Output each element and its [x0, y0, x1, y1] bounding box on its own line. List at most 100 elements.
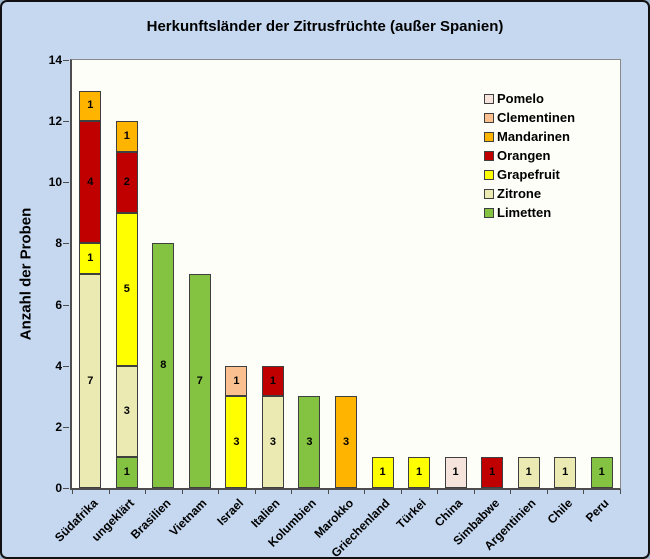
segment-value-label: 3 [342, 435, 350, 448]
legend-item-pomelo: Pomelo [484, 89, 575, 108]
x-tick-mark [181, 489, 183, 494]
bar-segment-ungeklärt-mandarinen: 1 [115, 121, 138, 152]
legend-label: Pomelo [497, 91, 544, 106]
chart-title: Herkunftsländer der Zitrusfrüchte (außer… [146, 18, 504, 35]
bar-segment-israel-grapefruit: 3 [225, 396, 248, 488]
y-tick-mark [63, 121, 69, 123]
legend-label: Limetten [497, 205, 552, 220]
y-tick-label: 8 [55, 236, 62, 251]
x-tick-mark [473, 489, 475, 494]
bar-segment-ungeklärt-grapefruit: 5 [115, 212, 138, 366]
segment-value-label: 1 [123, 129, 130, 142]
x-tick-mark [327, 489, 329, 494]
category-label-türkei: Türkei [393, 496, 429, 532]
y-tick-label: 6 [55, 297, 62, 312]
segment-value-label: 1 [379, 466, 386, 479]
segment-value-label: 1 [233, 374, 240, 387]
x-tick-mark [291, 489, 293, 494]
bar-segment-türkei-grapefruit: 1 [408, 457, 431, 488]
bar-segment-italien-zitrone: 3 [261, 396, 284, 488]
bar-segment-südafrika-mandarinen: 1 [79, 90, 102, 122]
segment-value-label: 1 [452, 466, 459, 479]
category-label-china: China [432, 496, 466, 530]
x-tick-mark [510, 489, 512, 494]
segment-value-label: 1 [87, 252, 94, 265]
y-tick-mark [63, 60, 69, 61]
category-label-vietnam: Vietnam [167, 496, 210, 539]
bar-segment-südafrika-zitrone: 7 [79, 274, 102, 488]
y-tick-label: 2 [55, 419, 62, 434]
legend-swatch-icon [484, 131, 494, 142]
segment-value-label: 1 [525, 466, 532, 479]
segment-value-label: 3 [269, 435, 276, 448]
y-tick-label: 4 [55, 358, 62, 373]
plot-area: 7 1 4 1 1 3 5 2 1 8 7 3 1 3 1 3 3 1 1 1 1 1 1 1 [70, 59, 621, 490]
y-tick-mark [63, 243, 69, 245]
legend: Pomelo Clementinen Mandarinen Orangen Grapef… [484, 89, 575, 222]
x-tick-mark [546, 489, 548, 494]
bar-segment-marokko-mandarinen: 3 [335, 396, 357, 488]
legend-item-mandarinen: Mandarinen [484, 127, 575, 146]
y-tick-label: 12 [48, 114, 62, 129]
legend-label: Grapefruit [497, 167, 560, 182]
legend-item-orangen: Orangen [484, 146, 575, 165]
segment-value-label: 3 [233, 435, 240, 448]
bar-segment-simbabwe-orangen: 1 [481, 457, 504, 488]
legend-swatch-icon [484, 150, 494, 161]
legend-label: Clementinen [497, 110, 576, 125]
x-tick-mark [72, 489, 73, 494]
segment-value-label: 1 [269, 374, 276, 387]
segment-value-label: 1 [416, 466, 423, 479]
bar-segment-vietnam-limetten: 7 [188, 274, 211, 488]
category-label-italien: Italien [248, 496, 283, 531]
bar-segment-israel-clementinen: 1 [225, 365, 248, 397]
segment-value-label: 2 [123, 175, 130, 188]
x-tick-mark [364, 489, 366, 494]
x-tick-mark [620, 489, 621, 494]
bar-segment-kolumbien-limetten: 3 [298, 396, 321, 488]
legend-swatch-icon [484, 169, 494, 180]
segment-value-label: 3 [306, 435, 313, 448]
y-tick-mark [63, 426, 69, 428]
legend-swatch-icon [484, 207, 494, 218]
legend-swatch-icon [484, 93, 494, 104]
category-label-chile: Chile [544, 496, 576, 527]
segment-value-label: 1 [489, 466, 496, 479]
x-tick-mark [218, 489, 220, 494]
legend-item-clementinen: Clementinen [484, 108, 575, 127]
legend-item-limetten: Limetten [484, 203, 575, 222]
legend-label: Zitrone [497, 186, 542, 201]
y-tick-mark [63, 182, 69, 184]
bar-segment-südafrika-orangen: 4 [79, 121, 102, 244]
x-tick-mark [583, 489, 585, 494]
y-tick-mark [63, 365, 69, 367]
legend-label: Orangen [497, 148, 551, 163]
segment-value-label: 5 [123, 282, 130, 295]
category-label-peru: Peru [582, 496, 612, 525]
category-label-israel: Israel [214, 496, 247, 529]
legend-label: Mandarinen [497, 129, 570, 144]
segment-value-label: 1 [123, 466, 130, 479]
y-tick-mark [63, 304, 69, 306]
legend-swatch-icon [484, 112, 494, 123]
y-axis-title: Anzahl der Proben [17, 207, 35, 341]
bar-segment-italien-orangen: 1 [261, 365, 284, 397]
bar-segment-peru-limetten: 1 [590, 457, 613, 488]
segment-value-label: 1 [562, 466, 569, 479]
y-tick-mark [63, 488, 69, 489]
x-tick-mark [108, 489, 110, 494]
segment-value-label: 7 [196, 374, 203, 387]
bar-segment-ungeklärt-zitrone: 3 [115, 365, 138, 458]
y-tick-label: 10 [48, 175, 62, 190]
bar-segment-chile-zitrone: 1 [554, 457, 577, 488]
x-tick-mark [145, 489, 147, 494]
x-tick-mark [254, 489, 256, 494]
legend-item-grapefruit: Grapefruit [484, 165, 575, 184]
bar-segment-brasilien-limetten: 8 [152, 243, 175, 488]
bar-segment-ungeklärt-limetten: 1 [115, 457, 138, 488]
segment-value-label: 3 [123, 405, 130, 418]
segment-value-label: 4 [87, 175, 94, 188]
bar-segment-griechenland-grapefruit: 1 [371, 457, 394, 488]
x-tick-mark [400, 489, 402, 494]
